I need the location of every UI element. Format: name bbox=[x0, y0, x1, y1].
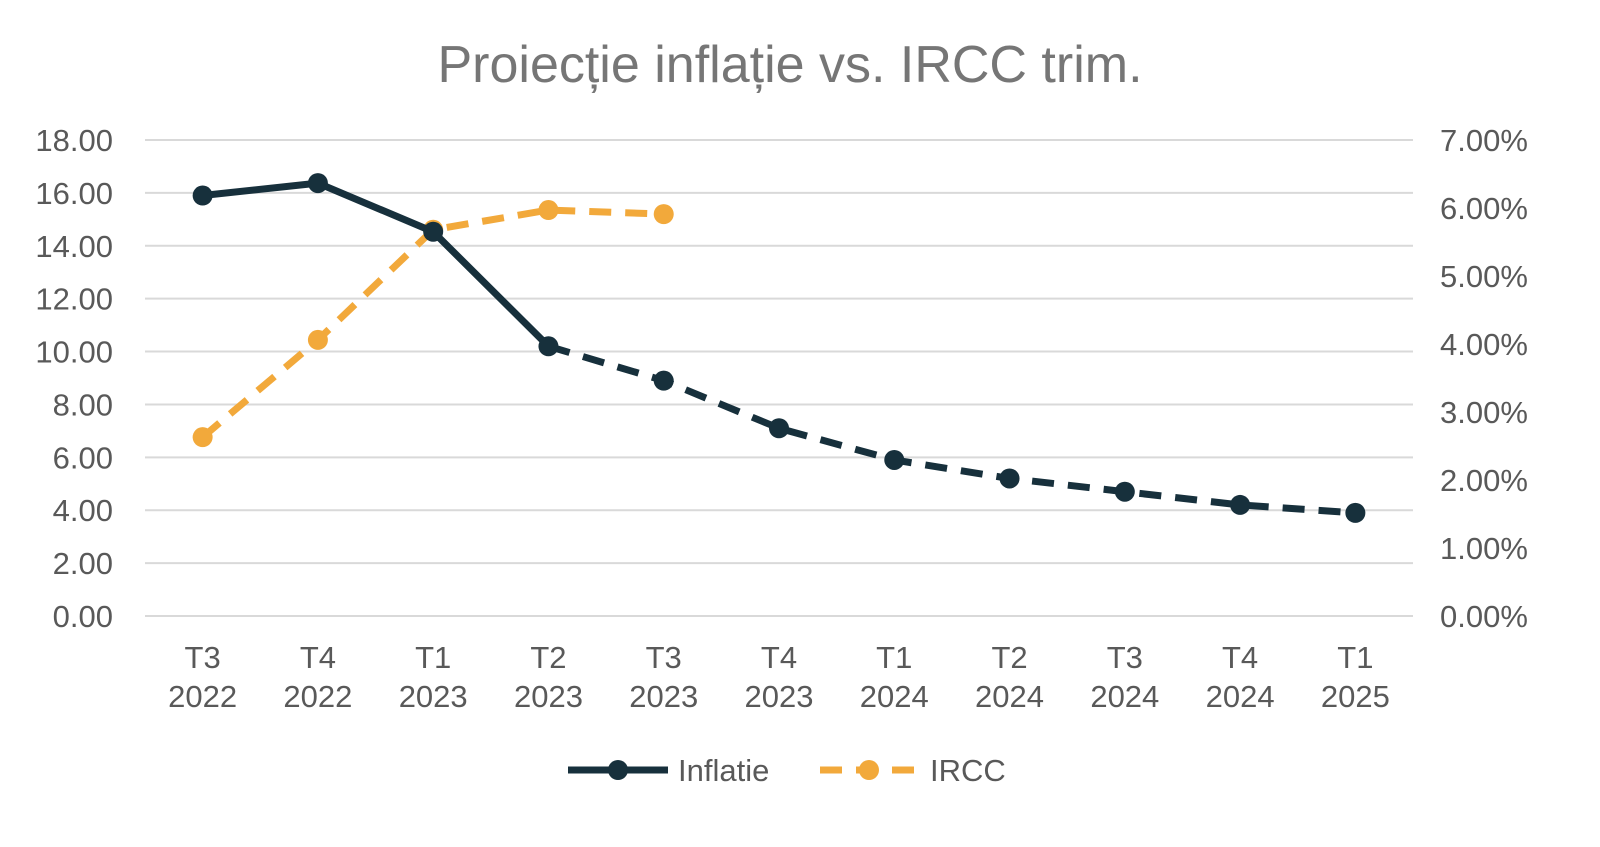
right-tick-label: 5.00% bbox=[1440, 259, 1528, 294]
x-tick-label-line: T4 bbox=[1222, 640, 1258, 675]
inflatie-point bbox=[1345, 502, 1366, 523]
x-tick-label-line: T1 bbox=[1337, 640, 1373, 675]
right-tick-label: 0.00% bbox=[1440, 599, 1528, 634]
x-tick-label-line: T4 bbox=[761, 640, 797, 675]
x-tick-label-line: 2025 bbox=[1321, 679, 1390, 714]
x-tick-label: T4 2022 bbox=[283, 640, 352, 714]
legend-inflatie-label: Inflatie bbox=[678, 753, 769, 788]
inflatie-point bbox=[769, 418, 789, 439]
left-tick-label: 16.00 bbox=[35, 176, 113, 211]
inflatie-line-projection bbox=[547, 342, 1356, 517]
left-axis: 0.00 2.00 4.00 6.00 8.00 10.00 12.00 14.00 16.00… bbox=[35, 123, 113, 634]
x-tick-label-line: T3 bbox=[1107, 640, 1143, 675]
x-axis: T3 2022 T4 2022 T1 2023 T2 2023 T3 2023 T4 2023 T1 20… bbox=[168, 640, 1390, 714]
x-tick-label: T4 2023 bbox=[745, 640, 814, 714]
x-tick-label: T2 2023 bbox=[514, 640, 583, 714]
x-tick-label-line: T3 bbox=[646, 640, 682, 675]
x-tick-label-line: 2022 bbox=[283, 679, 352, 714]
x-tick-label-line: 2023 bbox=[399, 679, 468, 714]
right-tick-label: 7.00% bbox=[1440, 123, 1528, 158]
legend: Inflatie IRCC bbox=[568, 753, 1006, 788]
x-tick-label-line: 2023 bbox=[629, 679, 698, 714]
left-tick-label: 6.00 bbox=[53, 440, 113, 475]
x-tick-label: T1 2024 bbox=[860, 640, 929, 714]
legend-ircc-swatch-marker bbox=[859, 760, 879, 780]
left-tick-label: 4.00 bbox=[53, 493, 113, 528]
inflatie-point bbox=[1230, 494, 1251, 515]
left-tick-label: 8.00 bbox=[53, 387, 113, 422]
inflatie-point bbox=[653, 370, 674, 391]
x-tick-label-line: 2024 bbox=[975, 679, 1044, 714]
x-tick-label: T4 2024 bbox=[1206, 640, 1275, 714]
x-tick-label-line: 2024 bbox=[860, 679, 929, 714]
x-tick-label: T1 2023 bbox=[399, 640, 468, 714]
x-tick-label-line: 2024 bbox=[1090, 679, 1159, 714]
left-tick-label: 18.00 bbox=[35, 123, 113, 158]
inflatie-point bbox=[1114, 481, 1135, 502]
ircc-point bbox=[192, 427, 213, 448]
x-tick-label: T3 2023 bbox=[629, 640, 698, 714]
inflatie-point bbox=[307, 173, 328, 194]
ircc-line bbox=[200, 206, 664, 440]
inflatie-point bbox=[999, 468, 1020, 489]
right-tick-label: 6.00% bbox=[1440, 191, 1528, 226]
x-tick-label: T1 2025 bbox=[1321, 640, 1390, 714]
legend-ircc-label: IRCC bbox=[930, 753, 1006, 788]
x-tick-label-line: T4 bbox=[300, 640, 336, 675]
x-tick-label-line: T1 bbox=[876, 640, 912, 675]
x-tick-label-line: T2 bbox=[991, 640, 1027, 675]
right-tick-label: 3.00% bbox=[1440, 395, 1528, 430]
right-tick-label: 2.00% bbox=[1440, 463, 1528, 498]
x-tick-label-line: 2022 bbox=[168, 679, 237, 714]
x-tick-label-line: 2023 bbox=[745, 679, 814, 714]
x-tick-label: T3 2024 bbox=[1090, 640, 1159, 714]
ircc-point bbox=[307, 329, 328, 350]
right-tick-label: 1.00% bbox=[1440, 531, 1528, 566]
ircc-point bbox=[538, 200, 559, 221]
x-tick-label-line: 2024 bbox=[1206, 679, 1275, 714]
chart-title: Proiecție inflație vs. IRCC trim. bbox=[437, 36, 1142, 94]
right-axis: 0.00% 1.00% 2.00% 3.00% 4.00% 5.00% 6.00% 7.00% bbox=[1440, 123, 1528, 634]
x-tick-label-line: T1 bbox=[415, 640, 451, 675]
inflatie-point bbox=[538, 336, 559, 357]
left-tick-label: 12.00 bbox=[35, 282, 113, 317]
left-tick-label: 0.00 bbox=[53, 599, 113, 634]
x-tick-label-line: 2023 bbox=[514, 679, 583, 714]
series bbox=[192, 173, 1366, 523]
x-tick-label-line: T3 bbox=[185, 640, 221, 675]
right-tick-label: 4.00% bbox=[1440, 327, 1528, 362]
left-tick-label: 2.00 bbox=[53, 546, 113, 581]
x-tick-label-line: T2 bbox=[530, 640, 566, 675]
left-tick-label: 10.00 bbox=[35, 335, 113, 370]
gridlines bbox=[145, 139, 1413, 617]
legend-inflatie-swatch-marker bbox=[608, 760, 628, 780]
inflatie-point bbox=[423, 221, 444, 242]
left-tick-label: 14.00 bbox=[35, 229, 113, 264]
inflatie-point bbox=[192, 185, 213, 206]
ircc-point bbox=[653, 204, 674, 225]
inflatie-point bbox=[884, 449, 905, 470]
inflatie-line-actual bbox=[202, 179, 551, 349]
x-tick-label: T2 2024 bbox=[975, 640, 1044, 714]
x-tick-label: T3 2022 bbox=[168, 640, 237, 714]
